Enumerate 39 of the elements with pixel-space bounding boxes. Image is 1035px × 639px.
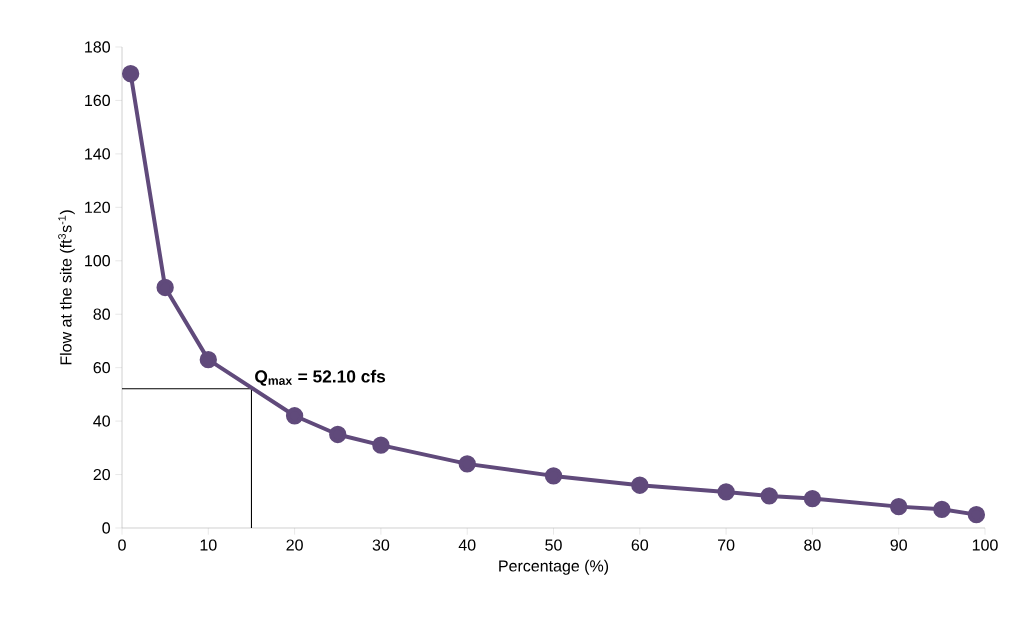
- x-tick-label: 0: [118, 539, 126, 551]
- point: [329, 425, 347, 444]
- x-tick-label: 40: [458, 539, 476, 551]
- point: [717, 483, 735, 501]
- y-tick-label: 120: [85, 201, 110, 213]
- point: [760, 487, 778, 505]
- point: [372, 436, 390, 454]
- y-tick-label: 80: [93, 308, 110, 320]
- y-tick-label: 180: [85, 41, 110, 53]
- y-tick-label: 40: [93, 415, 110, 427]
- x-tick-label: 90: [890, 539, 907, 551]
- point: [631, 476, 649, 494]
- x-tick-label: 10: [200, 539, 217, 551]
- y-tick-label: 140: [85, 148, 110, 160]
- point: [121, 65, 140, 83]
- y-tick-label: 20: [93, 468, 110, 481]
- point: [803, 489, 822, 508]
- x-tick-label: 100: [972, 539, 998, 551]
- y-tick-label: 160: [85, 94, 110, 107]
- ref-line-label: Q$_{max}$ = 52.10 cfs: [255, 369, 386, 386]
- point: [933, 500, 951, 518]
- x-tick-label: 20: [286, 539, 303, 551]
- point: [544, 467, 563, 485]
- y-tick-label: 100: [85, 255, 110, 267]
- point: [285, 407, 304, 425]
- x-tick-label: 70: [718, 539, 735, 551]
- x-tick-label: 80: [804, 539, 821, 551]
- x-axis-title: Percentage (%): [499, 559, 609, 575]
- x-tick-label: 60: [631, 539, 649, 551]
- x-tick-label: 30: [372, 539, 390, 551]
- point: [967, 505, 986, 524]
- point: [890, 497, 908, 516]
- point: [156, 278, 174, 297]
- y-tick-label: 0: [102, 522, 111, 534]
- point: [458, 455, 476, 473]
- y-tick-label: 60: [93, 362, 110, 374]
- point: [199, 350, 217, 369]
- x-tick-label: 50: [545, 539, 562, 551]
- y-axis-title: Flow at the site (ft$^{3}$s$^{-1}$): [58, 210, 75, 365]
